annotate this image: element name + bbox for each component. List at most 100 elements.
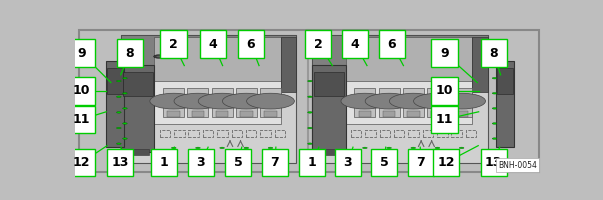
Bar: [121, 35, 297, 83]
Circle shape: [198, 93, 246, 109]
FancyBboxPatch shape: [432, 77, 458, 105]
Bar: [232, 130, 242, 137]
FancyBboxPatch shape: [299, 149, 326, 176]
Circle shape: [492, 123, 497, 124]
Bar: [355, 88, 376, 117]
Circle shape: [154, 55, 164, 58]
FancyBboxPatch shape: [432, 106, 458, 133]
Bar: [212, 88, 233, 117]
Bar: [275, 130, 285, 137]
Text: 6: 6: [388, 38, 396, 51]
FancyBboxPatch shape: [379, 30, 405, 58]
Bar: [260, 130, 271, 137]
Bar: [380, 130, 390, 137]
FancyBboxPatch shape: [433, 149, 459, 176]
FancyBboxPatch shape: [160, 30, 186, 58]
Bar: [203, 130, 213, 137]
Bar: [107, 68, 122, 94]
Circle shape: [163, 55, 174, 58]
Bar: [189, 130, 199, 137]
Bar: [246, 130, 256, 137]
Text: 12: 12: [73, 156, 90, 169]
Text: 8: 8: [489, 47, 498, 60]
Bar: [217, 130, 228, 137]
Bar: [312, 65, 346, 152]
Circle shape: [122, 138, 127, 139]
FancyBboxPatch shape: [262, 149, 288, 176]
Circle shape: [347, 56, 353, 57]
Bar: [407, 111, 420, 117]
Circle shape: [223, 93, 270, 109]
Circle shape: [174, 93, 222, 109]
FancyBboxPatch shape: [68, 39, 95, 67]
Text: 9: 9: [77, 47, 86, 60]
Circle shape: [268, 147, 273, 149]
Circle shape: [459, 147, 464, 149]
Bar: [379, 88, 400, 117]
Text: 12: 12: [437, 156, 455, 169]
Bar: [260, 88, 281, 117]
FancyBboxPatch shape: [408, 149, 434, 176]
Circle shape: [411, 147, 415, 149]
Circle shape: [150, 93, 198, 109]
Text: 6: 6: [246, 38, 255, 51]
Circle shape: [308, 127, 312, 129]
FancyBboxPatch shape: [151, 149, 177, 176]
Bar: [264, 111, 277, 117]
Bar: [351, 130, 361, 137]
Text: 4: 4: [350, 38, 359, 51]
Circle shape: [122, 123, 127, 124]
Text: 7: 7: [416, 156, 425, 169]
Circle shape: [435, 147, 440, 149]
Circle shape: [116, 127, 121, 129]
Bar: [236, 88, 257, 117]
FancyBboxPatch shape: [238, 30, 264, 58]
Bar: [423, 130, 433, 137]
Bar: [154, 81, 280, 124]
Circle shape: [116, 112, 121, 113]
Text: 1: 1: [308, 156, 317, 169]
Text: 5: 5: [233, 156, 242, 169]
Text: 5: 5: [380, 156, 389, 169]
Circle shape: [116, 143, 121, 144]
FancyBboxPatch shape: [107, 149, 133, 176]
FancyBboxPatch shape: [371, 149, 397, 176]
Text: 4: 4: [209, 38, 218, 51]
Text: 13: 13: [485, 156, 502, 169]
Bar: [312, 35, 488, 163]
FancyBboxPatch shape: [200, 30, 226, 58]
Bar: [121, 35, 297, 163]
Text: 7: 7: [271, 156, 279, 169]
Bar: [106, 61, 124, 147]
Text: 3: 3: [197, 156, 205, 169]
Bar: [452, 130, 462, 137]
FancyBboxPatch shape: [342, 30, 368, 58]
Bar: [280, 37, 297, 92]
Circle shape: [122, 77, 127, 79]
Bar: [312, 35, 488, 83]
Circle shape: [247, 93, 294, 109]
Bar: [346, 37, 472, 82]
Circle shape: [414, 93, 461, 109]
FancyBboxPatch shape: [188, 149, 213, 176]
Bar: [121, 65, 154, 152]
Bar: [359, 111, 371, 117]
Bar: [455, 111, 468, 117]
Circle shape: [244, 147, 248, 149]
Bar: [431, 111, 444, 117]
Bar: [346, 81, 472, 124]
Circle shape: [387, 147, 391, 149]
Bar: [497, 68, 513, 94]
Circle shape: [308, 143, 312, 144]
FancyBboxPatch shape: [481, 149, 507, 176]
Circle shape: [355, 55, 365, 58]
Circle shape: [308, 96, 312, 98]
Circle shape: [308, 112, 312, 113]
Bar: [472, 37, 488, 92]
Circle shape: [166, 56, 171, 57]
FancyBboxPatch shape: [335, 149, 361, 176]
Circle shape: [195, 147, 200, 149]
FancyBboxPatch shape: [68, 77, 95, 105]
Bar: [408, 130, 419, 137]
Bar: [216, 111, 229, 117]
